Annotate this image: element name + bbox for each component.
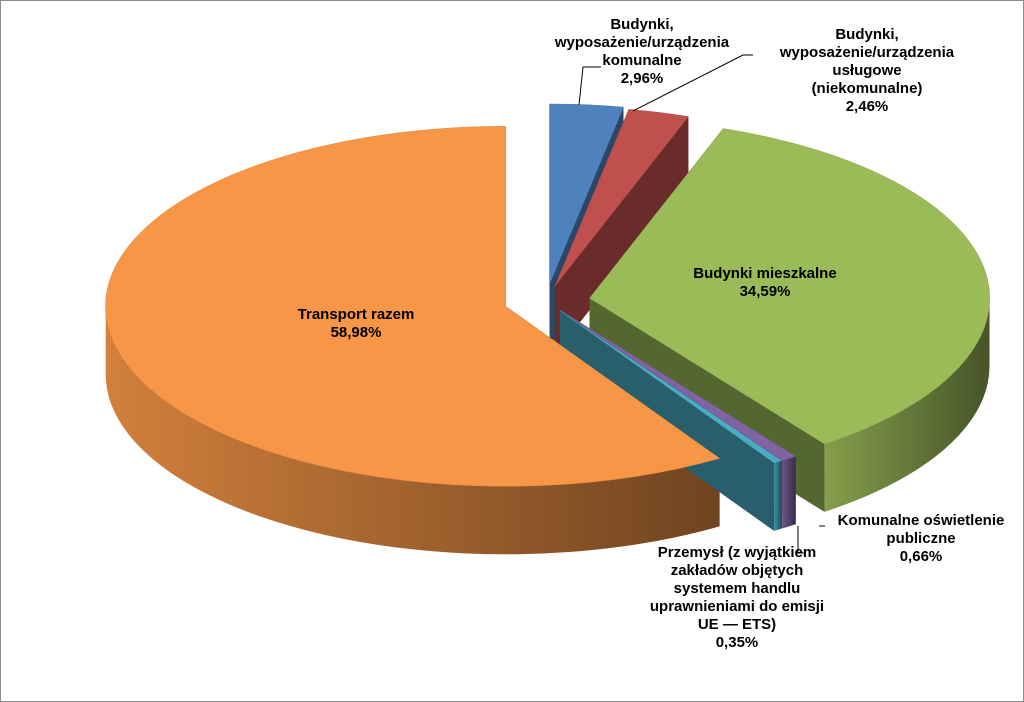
leader-line-0 [579, 67, 601, 105]
slice-tops [106, 104, 990, 486]
data-label-1: Budynki, wyposażenie/urządzenia usługowe (n… [779, 26, 955, 115]
data-label-4: Przemysł (z wyjątkiem zakładów objętych sy… [650, 544, 824, 651]
slice-side-4 [774, 461, 781, 531]
data-label-3: Komunalne oświetlenie publiczne 0,66% [838, 512, 1005, 565]
data-label-0: Budynki, wyposażenie/urządzenia komunalne 2… [554, 16, 730, 87]
slice-side-3 [782, 456, 796, 528]
